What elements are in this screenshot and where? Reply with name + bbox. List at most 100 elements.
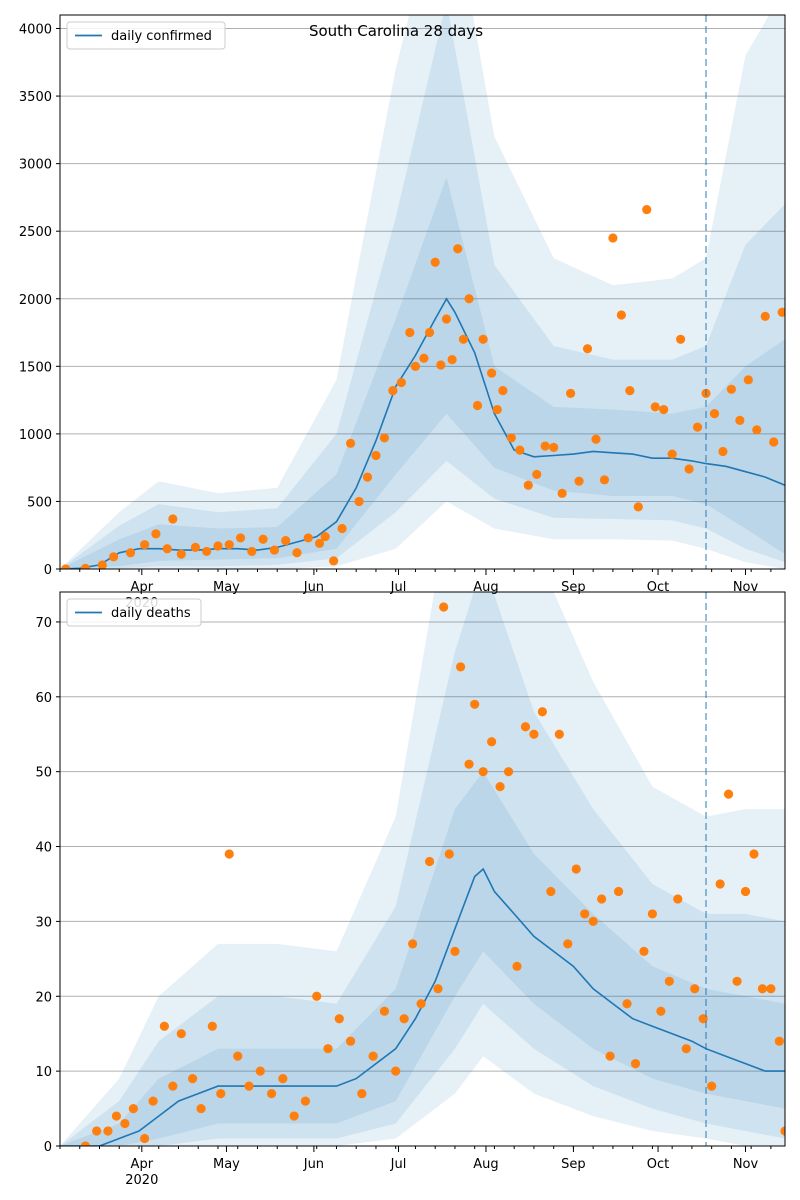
- data-point: [233, 1051, 243, 1061]
- data-point: [128, 1103, 138, 1114]
- data-point: [690, 984, 700, 994]
- y-tick-label: 50: [35, 766, 52, 781]
- data-point: [371, 450, 381, 461]
- data-point: [605, 1051, 615, 1061]
- data-point: [613, 886, 624, 897]
- data-point: [760, 311, 770, 321]
- y-tick-label: 3000: [19, 158, 52, 173]
- data-point: [470, 699, 480, 709]
- data-point: [266, 1088, 277, 1099]
- data-point: [667, 449, 677, 459]
- data-point: [472, 400, 483, 411]
- x-tick-label: Apr: [131, 1157, 154, 1172]
- data-point: [159, 1021, 169, 1031]
- data-point: [642, 204, 652, 215]
- chart-title: South Carolina 28 days: [309, 22, 483, 40]
- data-point: [752, 425, 762, 435]
- data-point: [492, 404, 502, 415]
- x-tick-label: Nov: [733, 580, 759, 595]
- data-point: [430, 257, 440, 267]
- data-point: [97, 560, 107, 569]
- y-tick-label: 30: [35, 915, 52, 930]
- data-point: [399, 1014, 409, 1024]
- y-tick-label: 70: [35, 616, 52, 631]
- data-point: [557, 488, 567, 498]
- data-point: [732, 976, 742, 986]
- x-tick-label: Jun: [303, 580, 324, 595]
- data-point: [300, 1096, 311, 1106]
- legend-box: [66, 21, 226, 50]
- data-point: [292, 548, 302, 558]
- data-point: [379, 433, 390, 443]
- data-point: [487, 737, 497, 747]
- data-point: [630, 1059, 641, 1069]
- data-point: [278, 1074, 288, 1084]
- x-tick-label: Sep: [561, 1157, 586, 1172]
- x-tick-label: Nov: [733, 1157, 759, 1172]
- data-point: [591, 434, 601, 444]
- legend-box: [66, 598, 202, 627]
- data-point: [187, 1074, 198, 1084]
- y-tick-label: 1500: [19, 360, 52, 375]
- data-point: [735, 415, 745, 425]
- x-tick-label: Sep: [561, 580, 586, 595]
- data-point: [464, 759, 474, 769]
- data-point: [455, 662, 466, 672]
- data-point: [151, 529, 161, 539]
- data-point: [512, 961, 522, 971]
- uncertainty-band: [60, 771, 785, 1146]
- data-point: [506, 433, 516, 443]
- uncertainty-band: [60, 177, 785, 569]
- data-point: [495, 782, 505, 792]
- data-point: [379, 1006, 390, 1016]
- y-tick-label: 0: [44, 563, 52, 578]
- legend: daily confirmed: [66, 21, 226, 50]
- data-point: [125, 548, 136, 558]
- data-point: [235, 533, 246, 543]
- data-point: [520, 722, 531, 732]
- uncertainty-band: [60, 592, 785, 1146]
- x-year-label: 2020: [125, 1173, 158, 1188]
- x-tick-label: Jun: [303, 1157, 324, 1172]
- data-point: [334, 1014, 344, 1024]
- data-point: [523, 480, 533, 490]
- data-point: [224, 540, 234, 550]
- legend: daily deaths: [66, 598, 202, 627]
- data-point: [554, 729, 564, 739]
- data-point: [574, 476, 584, 486]
- data-point: [61, 564, 71, 569]
- data-point: [92, 1126, 102, 1136]
- data-point: [478, 334, 488, 344]
- data-point: [566, 388, 576, 398]
- data-point: [354, 496, 364, 507]
- plot-frame: [59, 14, 786, 570]
- data-point: [216, 1088, 226, 1099]
- data-point: [625, 386, 635, 396]
- data-point: [656, 1006, 666, 1016]
- legend-label: daily deaths: [111, 606, 191, 621]
- data-point: [345, 438, 356, 448]
- data-point: [515, 445, 525, 455]
- data-point: [168, 514, 178, 524]
- data-point: [769, 437, 779, 447]
- data-point: [503, 767, 514, 777]
- data-point: [419, 353, 429, 363]
- data-point: [774, 1036, 784, 1046]
- data-point: [723, 789, 734, 799]
- data-point: [540, 441, 550, 451]
- x-tick-label: Oct: [647, 580, 669, 595]
- data-point: [258, 534, 268, 544]
- x-tick-label: May: [213, 1157, 240, 1172]
- data-point: [684, 464, 694, 474]
- data-point: [80, 563, 90, 569]
- data-point: [433, 984, 443, 994]
- data-point: [269, 545, 279, 555]
- data-point: [391, 1066, 401, 1076]
- data-point: [532, 469, 542, 480]
- data-point: [743, 375, 753, 385]
- y-tick-label: 500: [27, 495, 52, 510]
- y-tick-label: 60: [35, 691, 52, 706]
- data-point: [244, 1081, 254, 1091]
- data-point: [709, 409, 720, 419]
